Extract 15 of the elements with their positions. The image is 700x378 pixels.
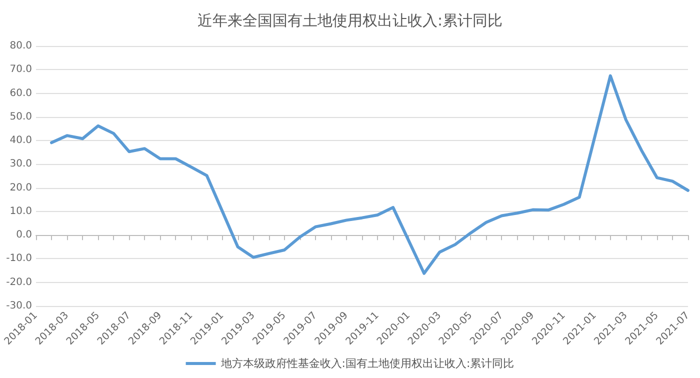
- y-tick-label: 10.0: [10, 206, 32, 217]
- y-tick-label: 80.0: [10, 40, 32, 52]
- y-tick-label: 0.0: [16, 230, 32, 241]
- y-tick-label: 50.0: [10, 111, 32, 122]
- y-tick-label: 60.0: [10, 88, 32, 99]
- y-tick-label: -30.0: [6, 300, 32, 312]
- y-tick-label: 40.0: [10, 135, 32, 146]
- y-tick-label: -20.0: [6, 276, 32, 288]
- chart-title: 近年来全国国有土地使用权出让收入:累计同比: [197, 12, 503, 30]
- line-series: [50, 74, 690, 275]
- y-tick-label: 20.0: [10, 182, 32, 194]
- y-tick-label: -10.0: [6, 253, 32, 264]
- legend-label: 地方本级政府性基金收入:国有土地使用权出让收入:累计同比: [220, 357, 514, 370]
- y-tick-label: 30.0: [10, 158, 32, 170]
- y-tick-label: 70.0: [10, 64, 32, 76]
